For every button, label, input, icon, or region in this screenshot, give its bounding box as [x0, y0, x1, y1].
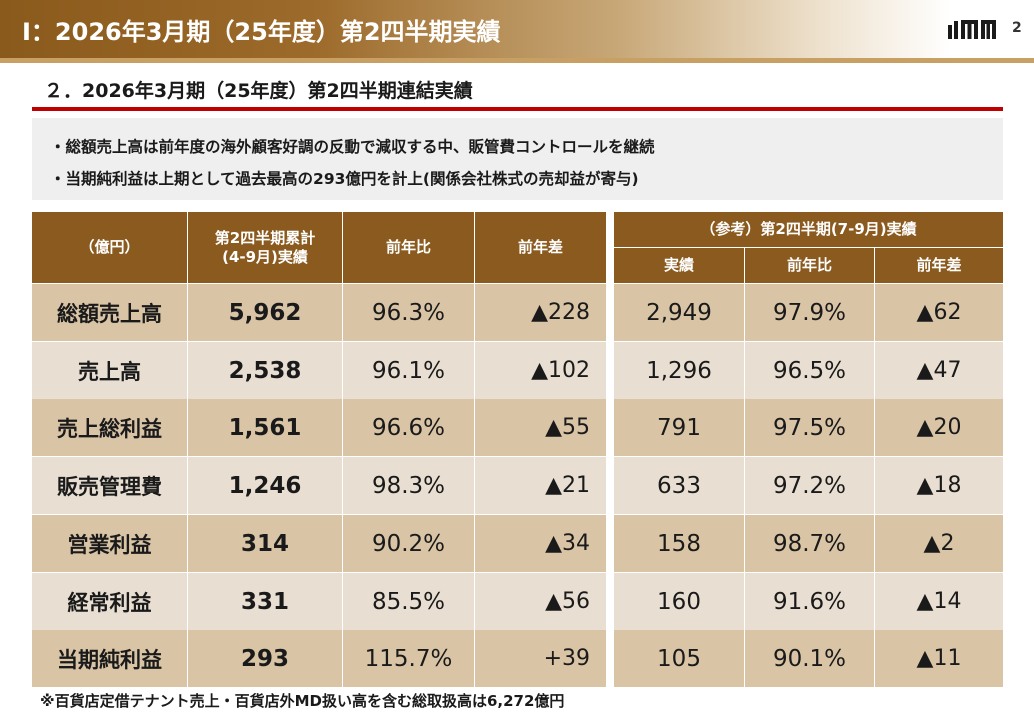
- page-number: 2: [1012, 20, 1022, 36]
- footnote: ※百貨店定借テナント売上・百貨店外MD扱い高を含む総取扱高は6,272億円: [40, 692, 565, 710]
- table-cell-q-yoy-ratio: 90.1%: [745, 630, 874, 687]
- table-cell-q-yoy-diff: ▲11: [875, 630, 1003, 687]
- table-cell-yoy-diff: ▲55: [475, 399, 606, 456]
- table-cell-q-actual: 105: [614, 630, 744, 687]
- table-cell-q-yoy-diff: ▲20: [875, 399, 1003, 456]
- table-cell-cumulative: 293: [188, 630, 342, 687]
- table-cell-yoy-diff: ▲102: [475, 342, 606, 399]
- table-cell-yoy-ratio: 115.7%: [343, 630, 474, 687]
- table-cell-label: 経常利益: [32, 573, 187, 630]
- table-cell-cumulative: 5,962: [188, 284, 342, 341]
- header-cumulative: 第2四半期累計 (4-9月)実績: [188, 212, 342, 283]
- page-title: Ⅰ：2026年3月期（25年度）第2四半期実績: [22, 18, 501, 46]
- table-cell-q-yoy-diff: ▲62: [875, 284, 1003, 341]
- table-cell-q-yoy-ratio: 97.9%: [745, 284, 874, 341]
- table-cell-yoy-ratio: 85.5%: [343, 573, 474, 630]
- header-yoy-ratio: 前年比: [343, 212, 474, 283]
- header-q-actual: 実績: [614, 248, 744, 283]
- table-cell-yoy-ratio: 96.3%: [343, 284, 474, 341]
- header-unit: （億円）: [32, 212, 187, 283]
- table-cell-cumulative: 2,538: [188, 342, 342, 399]
- table-cell-label: 総額売上高: [32, 284, 187, 341]
- table-cell-q-actual: 633: [614, 457, 744, 514]
- table-cell-q-yoy-diff: ▲14: [875, 573, 1003, 630]
- table-cell-q-yoy-diff: ▲2: [875, 515, 1003, 572]
- section-subtitle: ２．2026年3月期（25年度）第2四半期連結実績: [44, 80, 473, 102]
- header-bar: Ⅰ：2026年3月期（25年度）第2四半期実績 2: [0, 0, 1034, 58]
- table-cell-yoy-ratio: 90.2%: [343, 515, 474, 572]
- table-cell-yoy-ratio: 98.3%: [343, 457, 474, 514]
- table-cell-yoy-diff: ▲34: [475, 515, 606, 572]
- table-cell-q-actual: 791: [614, 399, 744, 456]
- table-cell-yoy-diff: ▲21: [475, 457, 606, 514]
- header-divider: [0, 58, 1034, 63]
- table-cell-q-yoy-ratio: 98.7%: [745, 515, 874, 572]
- summary-box: ・総額売上高は前年度の海外顧客好調の反動で減収する中、販管費コントロールを継続 …: [32, 118, 1003, 200]
- table-cell-cumulative: 331: [188, 573, 342, 630]
- table-cell-q-actual: 160: [614, 573, 744, 630]
- header-yoy-diff: 前年差: [475, 212, 606, 283]
- table-cell-yoy-ratio: 96.1%: [343, 342, 474, 399]
- header-reference: （参考）第2四半期(7-9月)実績: [614, 212, 1003, 247]
- table-cell-cumulative: 1,246: [188, 457, 342, 514]
- table-cell-yoy-diff: ▲56: [475, 573, 606, 630]
- company-logo-icon: [948, 20, 996, 39]
- table-cell-cumulative: 1,561: [188, 399, 342, 456]
- table-cell-label: 販売管理費: [32, 457, 187, 514]
- header-q-yoy-diff: 前年差: [875, 248, 1003, 283]
- table-cell-yoy-ratio: 96.6%: [343, 399, 474, 456]
- table-cell-yoy-diff: +39: [475, 630, 606, 687]
- table-cell-label: 売上総利益: [32, 399, 187, 456]
- table-cell-q-yoy-ratio: 91.6%: [745, 573, 874, 630]
- table-cell-q-yoy-ratio: 97.2%: [745, 457, 874, 514]
- table-cell-q-yoy-ratio: 96.5%: [745, 342, 874, 399]
- summary-bullet: ・当期純利益は上期として過去最高の293億円を計上(関係会社株式の売却益が寄与): [50, 170, 639, 188]
- table-cell-q-yoy-ratio: 97.5%: [745, 399, 874, 456]
- table-cell-yoy-diff: ▲228: [475, 284, 606, 341]
- subtitle-underline: [32, 107, 1003, 111]
- table-cell-cumulative: 314: [188, 515, 342, 572]
- table-cell-label: 営業利益: [32, 515, 187, 572]
- header-q-yoy-ratio: 前年比: [745, 248, 874, 283]
- table-cell-label: 売上高: [32, 342, 187, 399]
- table-cell-q-actual: 158: [614, 515, 744, 572]
- table-cell-q-actual: 2,949: [614, 284, 744, 341]
- table-cell-q-yoy-diff: ▲18: [875, 457, 1003, 514]
- table-cell-label: 当期純利益: [32, 630, 187, 687]
- table-cell-q-yoy-diff: ▲47: [875, 342, 1003, 399]
- summary-bullet: ・総額売上高は前年度の海外顧客好調の反動で減収する中、販管費コントロールを継続: [50, 138, 655, 156]
- table-cell-q-actual: 1,296: [614, 342, 744, 399]
